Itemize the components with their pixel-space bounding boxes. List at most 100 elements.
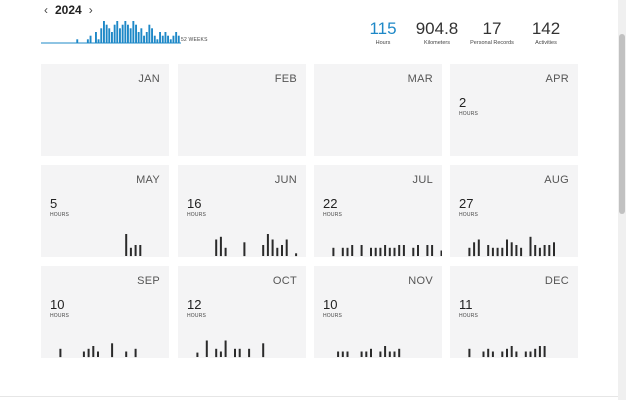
- day-bar: [125, 234, 128, 256]
- vertical-scrollbar[interactable]: [618, 0, 626, 400]
- day-bar: [219, 236, 222, 257]
- month-hours-label: HOURS: [459, 212, 479, 218]
- day-bar: [337, 351, 340, 357]
- month-card-mar[interactable]: MAR: [314, 64, 442, 156]
- stat-kilometers: 904.8 Kilometers: [397, 20, 477, 47]
- day-bar: [248, 348, 251, 358]
- day-bar: [538, 247, 541, 257]
- sparkline-week-bar: [159, 32, 161, 43]
- sparkline-week-bar: [76, 39, 79, 43]
- month-card-aug[interactable]: AUG 27 HOURS: [450, 165, 578, 257]
- month-card-apr[interactable]: APR 2 HOURS: [450, 64, 578, 156]
- month-hours-label: HOURS: [323, 212, 343, 218]
- day-bar: [393, 247, 396, 257]
- day-bar: [215, 348, 218, 358]
- day-bar: [538, 346, 541, 357]
- day-bar: [271, 239, 274, 256]
- day-bar: [477, 239, 480, 256]
- sparkline-week-bar: [143, 35, 145, 43]
- month-hours-value: 12: [187, 297, 202, 312]
- day-bar: [281, 245, 283, 256]
- day-bar: [506, 239, 508, 256]
- sparkline-week-bar: [145, 32, 148, 43]
- month-name: APR: [545, 73, 569, 85]
- month-card-oct[interactable]: OCT 12 HOURS: [178, 266, 306, 358]
- day-bar: [125, 351, 128, 357]
- day-bar: [374, 247, 377, 257]
- day-bar: [468, 348, 471, 358]
- day-bar: [215, 239, 218, 256]
- month-card-jun[interactable]: JUN 16 HOURS: [178, 165, 306, 257]
- month-hours-value: 10: [50, 297, 65, 312]
- day-bar: [238, 348, 241, 358]
- day-bar: [351, 245, 354, 256]
- month-hours-label: HOURS: [459, 313, 479, 319]
- day-bar: [482, 351, 485, 357]
- day-bar: [553, 242, 555, 257]
- scrollbar-thumb[interactable]: [619, 34, 625, 214]
- day-bar: [417, 245, 419, 256]
- year-label: 2024: [55, 3, 82, 17]
- sparkline-week-bar: [161, 35, 164, 43]
- chevron-right-icon[interactable]: ›: [88, 3, 93, 17]
- day-bar: [398, 245, 401, 256]
- month-card-dec[interactable]: DEC 11 HOURS: [450, 266, 578, 358]
- day-bar: [398, 348, 401, 358]
- month-card-feb[interactable]: FEB: [178, 64, 306, 156]
- day-bar: [431, 245, 434, 256]
- month-daily-bars: [468, 346, 546, 358]
- day-bar: [491, 351, 494, 357]
- day-bar: [388, 247, 391, 257]
- day-bar: [534, 348, 537, 358]
- month-daily-bars: [125, 234, 142, 257]
- month-card-sep[interactable]: SEP 10 HOURS: [41, 266, 169, 358]
- sparkline-week-bar: [89, 35, 92, 43]
- sparkline-week-bar: [132, 21, 135, 43]
- sparkline-week-bar: [124, 21, 127, 43]
- day-bar: [196, 352, 199, 357]
- day-bar: [341, 351, 344, 357]
- stat-activities-label: Activities: [535, 40, 557, 46]
- stat-hours-value: 115: [369, 19, 397, 38]
- stat-hours-label: Hours: [375, 40, 391, 46]
- stat-activities-value: 142: [531, 19, 561, 38]
- month-hours-value: 27: [459, 196, 474, 211]
- sparkline-week-bar: [164, 32, 167, 43]
- day-bar: [360, 351, 363, 357]
- day-bar: [426, 245, 429, 256]
- sparkline-week-bar: [151, 28, 153, 43]
- day-bar: [205, 340, 208, 357]
- day-bar: [379, 351, 382, 357]
- sparkline-week-bar: [129, 28, 132, 43]
- month-hours-value: 16: [187, 196, 202, 211]
- sparkline-week-bar: [95, 32, 97, 43]
- day-bar: [224, 247, 227, 257]
- sparkline-week-bar: [119, 28, 121, 43]
- chevron-left-icon[interactable]: ‹: [44, 3, 48, 17]
- day-bar: [543, 346, 546, 357]
- month-name: NOV: [408, 275, 433, 287]
- day-bar: [384, 346, 387, 357]
- day-bar: [243, 242, 246, 257]
- month-hours-value: 22: [323, 196, 338, 211]
- month-hours-label: HOURS: [187, 212, 207, 218]
- day-bar: [388, 351, 391, 357]
- month-daily-bars: [337, 346, 401, 358]
- stat-activities: 142 Activities: [506, 19, 586, 47]
- sparkline-week-bar: [135, 24, 137, 43]
- day-bar: [360, 245, 363, 256]
- month-card-nov[interactable]: NOV 10 HOURS: [314, 266, 442, 358]
- day-bar: [524, 351, 527, 357]
- month-hours-value: 2: [459, 95, 467, 110]
- month-hours-label: HOURS: [50, 212, 70, 218]
- stat-personal-records-label: Personal Records: [470, 40, 514, 46]
- day-bar: [92, 346, 95, 357]
- month-card-jul[interactable]: JUL 22 HOURS: [314, 165, 442, 257]
- month-card-jan[interactable]: JAN: [41, 64, 169, 156]
- day-bar: [384, 245, 387, 256]
- month-card-may[interactable]: MAY 5 HOURS: [41, 165, 169, 257]
- sparkline-week-bar: [153, 35, 156, 43]
- day-bar: [520, 247, 523, 257]
- day-bar: [529, 236, 532, 257]
- month-name: MAR: [407, 73, 433, 85]
